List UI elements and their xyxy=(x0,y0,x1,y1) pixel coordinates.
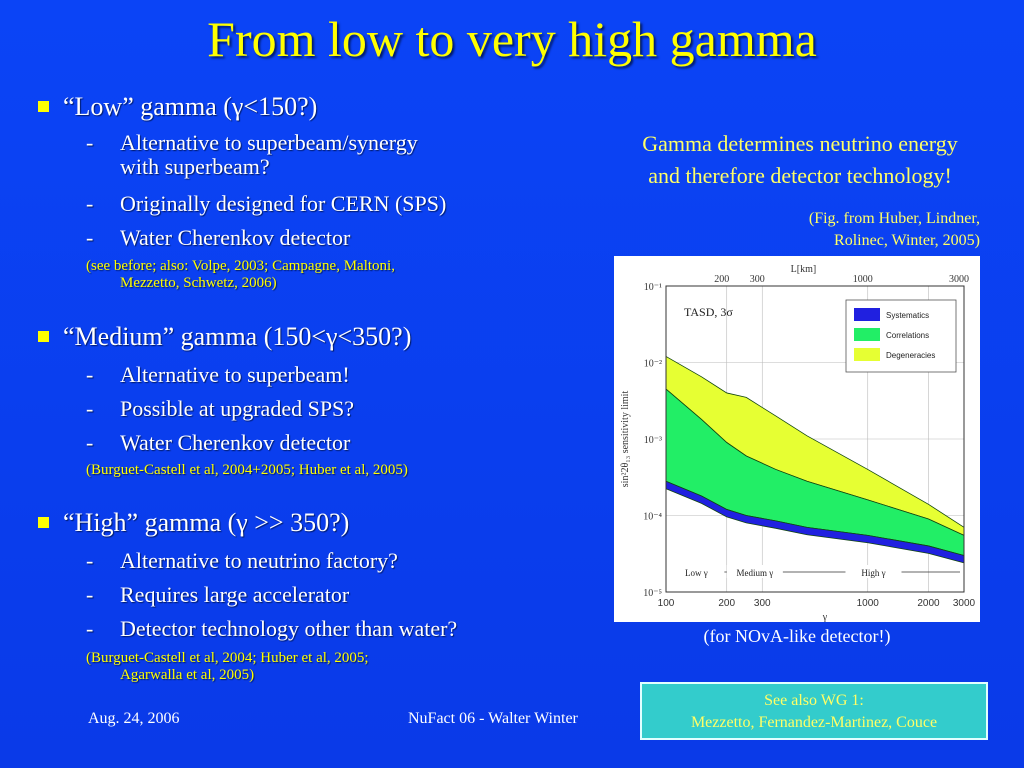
reference-note: (see before; also: Volpe, 2003; Campagne… xyxy=(86,258,395,291)
y-tick-label: 10⁻² xyxy=(644,359,662,370)
side-note: Gamma determines neutrino energy and ther… xyxy=(642,131,958,188)
bullet-square-icon xyxy=(38,100,49,112)
footer-event: NuFact 06 - Walter Winter xyxy=(408,710,578,727)
x-tick-label: 100 xyxy=(658,598,675,609)
region-label-bg xyxy=(726,565,783,578)
list-item: - Originally designed for CERN (SPS) xyxy=(86,191,447,216)
x-tick-label: 1000 xyxy=(857,598,880,609)
x-tick-label: 2000 xyxy=(917,598,940,609)
y-tick-label: 10⁻³ xyxy=(644,435,662,446)
reference-note: (Burguet-Castell et al, 2004; Huber et a… xyxy=(86,650,369,683)
list-item: - Alternative to superbeam! xyxy=(86,362,350,387)
region-label: Medium γ xyxy=(736,568,773,578)
region-label: High γ xyxy=(861,568,885,578)
bullet-square-icon xyxy=(38,516,49,528)
bullet-square-icon xyxy=(38,330,49,342)
y-tick-label: 10⁻¹ xyxy=(644,282,662,293)
region-label-bg xyxy=(845,565,902,578)
bullet-high-gamma: “High” gamma (γ >> 350?) xyxy=(38,508,349,538)
figure-reference: (Fig. from Huber, Lindner, Rolinec, Winte… xyxy=(808,210,980,249)
footer-date: Aug. 24, 2006 xyxy=(88,710,180,727)
chart-svg: 10⁻⁵ 10⁻⁴ 10⁻³ 10⁻² 10⁻¹ 100 200 300 1000 2000 300… xyxy=(620,264,976,623)
list-item: - Requires large accelerator xyxy=(86,582,350,607)
plot-frame xyxy=(665,285,965,593)
chart-caption: (for NOvA-like detector!) xyxy=(703,626,891,646)
y-tick-label: 10⁻⁴ xyxy=(643,512,662,523)
legend-label: Correlations xyxy=(886,331,929,340)
x-top-tick-label: 3000 xyxy=(949,274,969,285)
x-tick-label: 200 xyxy=(718,598,735,609)
legend-swatch xyxy=(854,308,880,321)
list-item: - Water Cherenkov detector xyxy=(86,225,351,250)
list-item: - Detector technology other than water? xyxy=(86,616,458,641)
x-top-axis-label: L[km] xyxy=(791,264,817,275)
list-item: - Possible at upgraded SPS? xyxy=(86,396,355,421)
sensitivity-chart: 10⁻⁵ 10⁻⁴ 10⁻³ 10⁻² 10⁻¹ 100 200 300 1000 2000 300… xyxy=(614,256,980,623)
x-top-tick-label: 1000 xyxy=(853,274,873,285)
y-tick-label: 10⁻⁵ xyxy=(643,588,662,599)
region-label-bg xyxy=(668,565,725,578)
x-tick-label: 300 xyxy=(754,598,771,609)
x-top-tick-label: 300 xyxy=(750,274,765,285)
bullet-medium-gamma: “Medium” gamma (150<γ<350?) xyxy=(38,322,411,352)
see-also-box: See also WG 1: Mezzetto, Fernandez-Martin… xyxy=(640,682,988,740)
list-item: - Water Cherenkov detector xyxy=(86,430,351,455)
legend-swatch xyxy=(854,348,880,361)
legend-label: Degeneracies xyxy=(886,351,935,360)
legend-swatch xyxy=(854,328,880,341)
page-title: From low to very high gamma xyxy=(207,11,817,67)
chart-title: TASD, 3σ xyxy=(684,305,733,319)
list-item: - Alternative to superbeam/synergy with su… xyxy=(86,130,418,179)
list-item: - Alternative to neutrino factory? xyxy=(86,548,398,573)
legend-label: Systematics xyxy=(886,311,929,320)
region-label: Low γ xyxy=(685,568,708,578)
reference-note: (Burguet-Castell et al, 2004+2005; Huber… xyxy=(86,462,408,478)
y-axis-label: sin²2θ₁₃ sensitivity limit xyxy=(620,391,631,488)
x-axis-label: γ xyxy=(822,612,828,622)
x-tick-label: 3000 xyxy=(953,598,976,609)
x-top-tick-label: 200 xyxy=(714,274,729,285)
bullet-low-gamma: “Low” gamma (γ<150?) xyxy=(38,92,317,122)
